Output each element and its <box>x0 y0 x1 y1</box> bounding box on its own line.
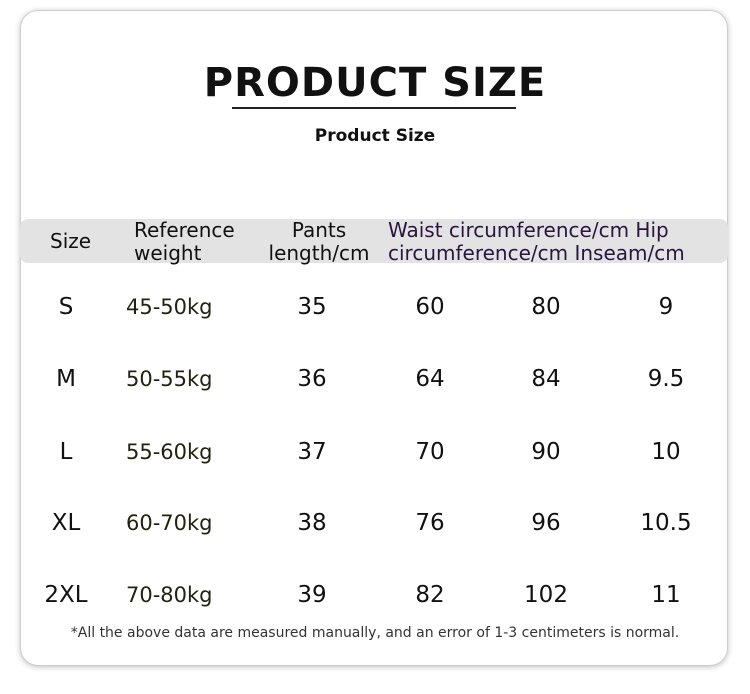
table-cell: S <box>58 294 74 320</box>
table-cell: 64 <box>415 366 445 392</box>
table-cell: 45-50kg <box>126 295 213 319</box>
header-cell: Reference weight <box>134 218 235 265</box>
table-cell: 35 <box>297 294 327 320</box>
header-band <box>20 219 728 263</box>
table-cell: 9 <box>658 294 674 320</box>
table-cell: 76 <box>415 510 445 536</box>
table-cell: 50-55kg <box>126 367 213 391</box>
table-cell: 84 <box>531 366 561 392</box>
table-cell: 39 <box>297 582 327 608</box>
table-cell: XL <box>51 510 81 536</box>
table-cell: 55-60kg <box>126 440 213 464</box>
subtitle: Product Size <box>314 126 436 146</box>
table-cell: 60 <box>415 294 445 320</box>
table-cell: 82 <box>415 582 445 608</box>
table-cell: 10 <box>651 439 681 465</box>
table-cell: 102 <box>524 582 568 608</box>
header-cell: Waist circumference/cm Hip circumference… <box>388 218 685 265</box>
table-cell: 37 <box>297 439 327 465</box>
table-cell: 9.5 <box>647 366 685 392</box>
table-cell: 11 <box>651 582 681 608</box>
table-cell: 80 <box>531 294 561 320</box>
table-cell: M <box>56 366 76 392</box>
table-cell: 10.5 <box>640 510 692 536</box>
table-cell: 36 <box>297 366 327 392</box>
table-cell: 70 <box>415 439 445 465</box>
table-cell: 96 <box>531 510 561 536</box>
table-cell: 70-80kg <box>126 583 213 607</box>
table-cell: 90 <box>531 439 561 465</box>
header-cell: Size <box>50 229 92 253</box>
table-cell: 38 <box>297 510 327 536</box>
table-cell: L <box>59 439 73 465</box>
table-cell: 60-70kg <box>126 511 213 535</box>
header-cell: Pants length/cm <box>268 218 370 265</box>
title: PRODUCT SIZE <box>203 60 547 106</box>
table-cell: 2XL <box>44 582 88 608</box>
footnote: *All the above data are measured manuall… <box>70 625 680 641</box>
card <box>20 10 728 666</box>
title-underline <box>232 107 516 109</box>
